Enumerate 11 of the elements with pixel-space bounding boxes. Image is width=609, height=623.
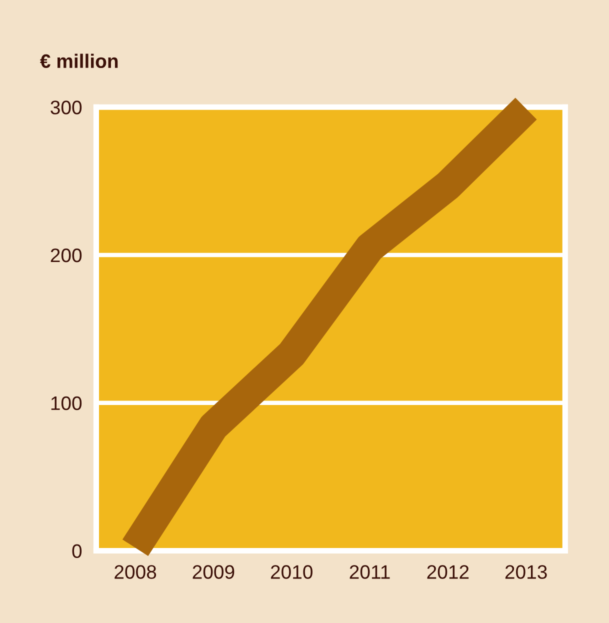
x-tick-label: 2008 [114,565,156,579]
y-axis-title: € million [40,54,118,68]
y-tick-label: 100 [51,396,82,410]
y-tick-label: 0 [72,544,82,558]
x-tick-label: 2013 [505,565,547,579]
x-tick-label: 2011 [350,565,390,579]
x-tick-label: 2010 [270,565,312,579]
y-tick-label: 300 [50,100,82,114]
x-tick-label: 2012 [427,565,469,579]
y-tick-label: 200 [50,248,82,262]
x-tick-label: 2009 [192,565,234,579]
